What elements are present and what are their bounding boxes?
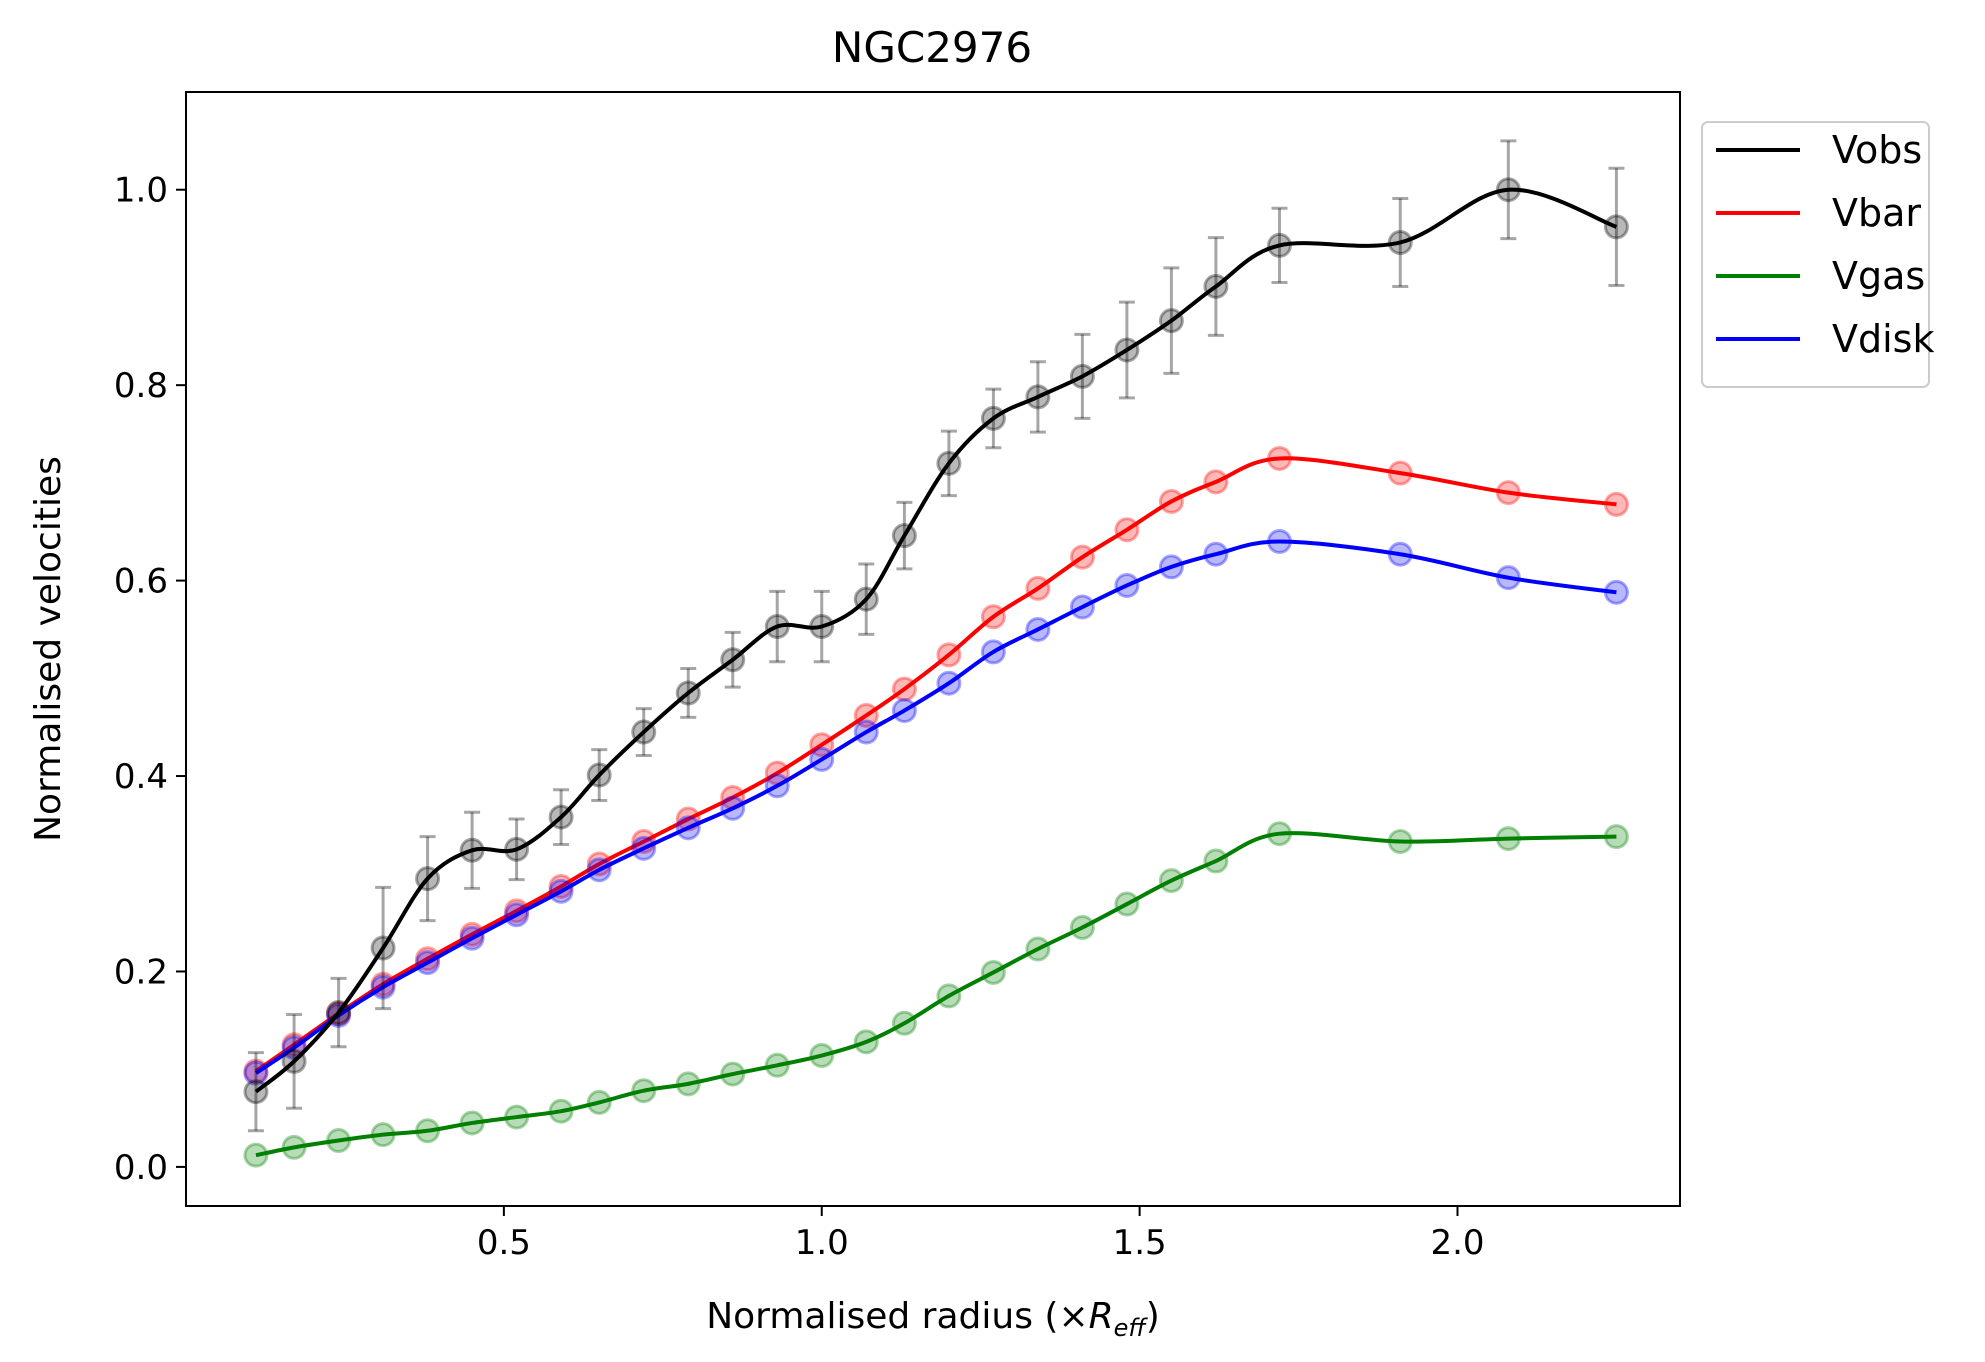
y-tick-label: 0.8	[114, 366, 168, 406]
series-vgas	[243, 821, 1629, 1168]
series-layer	[243, 139, 1629, 1168]
y-tick-label: 0.0	[114, 1148, 168, 1188]
series-line	[254, 187, 1618, 1094]
x-tick-label: 2.0	[1430, 1223, 1484, 1263]
series-vbar	[243, 445, 1629, 1084]
x-axis-label-suffix: )	[1146, 1296, 1160, 1337]
x-axis-label: Normalised radius (×Reff)	[706, 1296, 1160, 1342]
legend-item-vobs: Vobs	[1716, 128, 1922, 172]
x-axis: 0.5 1.0 1.5 2.0	[477, 1206, 1485, 1263]
series-line	[254, 539, 1617, 1075]
legend-label: Vobs	[1832, 128, 1922, 172]
legend-label: Vbar	[1832, 191, 1921, 235]
series-vobs	[243, 139, 1629, 1133]
x-axis-label-symbol: R	[1089, 1296, 1114, 1337]
y-tick-label: 1.0	[114, 171, 168, 211]
chart-title: NGC2976	[832, 23, 1032, 72]
series-line	[255, 831, 1617, 1158]
y-tick-label: 0.6	[114, 562, 168, 602]
series-vdisk	[243, 529, 1629, 1086]
y-tick-label: 0.2	[114, 952, 168, 992]
y-axis: 0.0 0.2 0.4 0.6 0.8 1.0	[114, 171, 186, 1188]
legend-label: Vdisk	[1832, 317, 1934, 361]
x-axis-label-prefix: Normalised radius (×	[706, 1296, 1088, 1337]
y-tick-label: 0.4	[114, 757, 168, 797]
legend: Vobs Vbar Vgas Vdisk	[1701, 121, 1934, 388]
legend-item-vgas: Vgas	[1716, 254, 1925, 298]
x-tick-label: 1.0	[795, 1223, 849, 1263]
plot-frame	[185, 91, 1681, 1207]
x-tick-label: 0.5	[477, 1223, 531, 1263]
series-line	[254, 456, 1617, 1073]
legend-item-vdisk: Vdisk	[1716, 317, 1934, 361]
legend-frame	[1701, 121, 1930, 388]
legend-label: Vgas	[1832, 254, 1925, 298]
y-axis-label: Normalised velocities	[28, 456, 69, 842]
legend-item-vbar: Vbar	[1716, 191, 1921, 235]
x-tick-label: 1.5	[1113, 1223, 1167, 1263]
x-axis-label-subscript: eff	[1114, 1314, 1149, 1342]
